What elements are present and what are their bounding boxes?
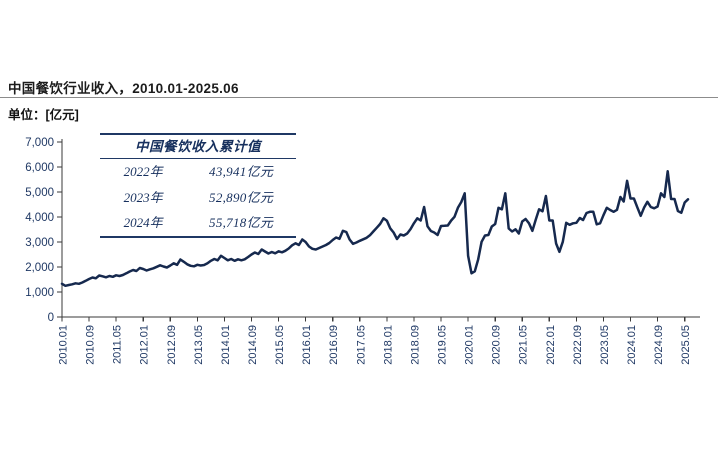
svg-text:2025.05: 2025.05: [680, 325, 692, 365]
svg-text:2019.05: 2019.05: [437, 325, 449, 365]
svg-text:2,000: 2,000: [25, 262, 54, 274]
row-year: 2023年: [123, 189, 163, 205]
table-row: 2023年 52,890亿元: [100, 185, 296, 211]
svg-text:2014.09: 2014.09: [247, 325, 259, 365]
svg-text:7,000: 7,000: [25, 137, 54, 149]
row-value: 55,718亿元: [209, 215, 274, 230]
svg-text:2012.01: 2012.01: [139, 325, 151, 365]
svg-text:1,000: 1,000: [25, 287, 54, 299]
table-row: 2024年 55,718亿元: [100, 210, 296, 236]
svg-text:2010.09: 2010.09: [85, 325, 97, 365]
svg-text:6,000: 6,000: [25, 162, 54, 174]
svg-text:3,000: 3,000: [25, 237, 54, 249]
svg-text:2022.09: 2022.09: [572, 325, 584, 365]
svg-text:2018.09: 2018.09: [409, 325, 421, 365]
svg-text:2010.01: 2010.01: [58, 325, 70, 365]
svg-text:0: 0: [48, 312, 54, 324]
svg-text:2015.05: 2015.05: [274, 325, 286, 365]
svg-text:2014.01: 2014.01: [220, 325, 232, 365]
svg-text:2021.05: 2021.05: [518, 325, 530, 365]
svg-text:2013.05: 2013.05: [193, 325, 205, 365]
svg-text:2011.05: 2011.05: [112, 325, 124, 364]
x-axis-labels: 2010.01 2010.09 2011.05 2012.01 2012.09 2013.…: [58, 317, 692, 365]
summary-table-header: 中国餐饮收入累计值: [100, 135, 296, 159]
unit-label: 单位：[亿元]: [8, 108, 79, 122]
title-divider: [0, 97, 718, 98]
svg-text:2016.01: 2016.01: [301, 325, 313, 365]
svg-text:2017.05: 2017.05: [355, 325, 367, 365]
svg-text:2020.09: 2020.09: [491, 325, 503, 365]
row-value: 52,890亿元: [209, 189, 274, 205]
svg-text:2012.09: 2012.09: [166, 325, 178, 365]
table-row: 2022年 43,941亿元: [100, 159, 296, 185]
svg-text:2022.01: 2022.01: [545, 325, 557, 365]
row-year: 2022年: [123, 164, 163, 179]
y-axis-labels: 0 1,000 2,000 3,000 4,000 5,000 6,000 7,000: [25, 137, 62, 324]
row-year: 2024年: [123, 215, 163, 230]
row-value: 43,941亿元: [209, 164, 274, 179]
svg-text:2024.09: 2024.09: [653, 325, 665, 365]
svg-text:2016.09: 2016.09: [328, 325, 340, 365]
svg-text:2023.05: 2023.05: [599, 325, 611, 365]
svg-text:5,000: 5,000: [25, 187, 54, 199]
page-title: 中国餐饮行业收入，2010.01-2025.06: [8, 81, 239, 96]
svg-text:4,000: 4,000: [25, 212, 54, 224]
svg-text:2024.01: 2024.01: [626, 325, 638, 365]
revenue-series-line: [60, 170, 690, 288]
svg-text:2018.01: 2018.01: [382, 325, 394, 365]
axes: [61, 139, 700, 318]
summary-table: 中国餐饮收入累计值 2022年 43,941亿元 2023年 52,890亿元 …: [100, 133, 296, 238]
svg-text:2020.01: 2020.01: [464, 325, 476, 365]
